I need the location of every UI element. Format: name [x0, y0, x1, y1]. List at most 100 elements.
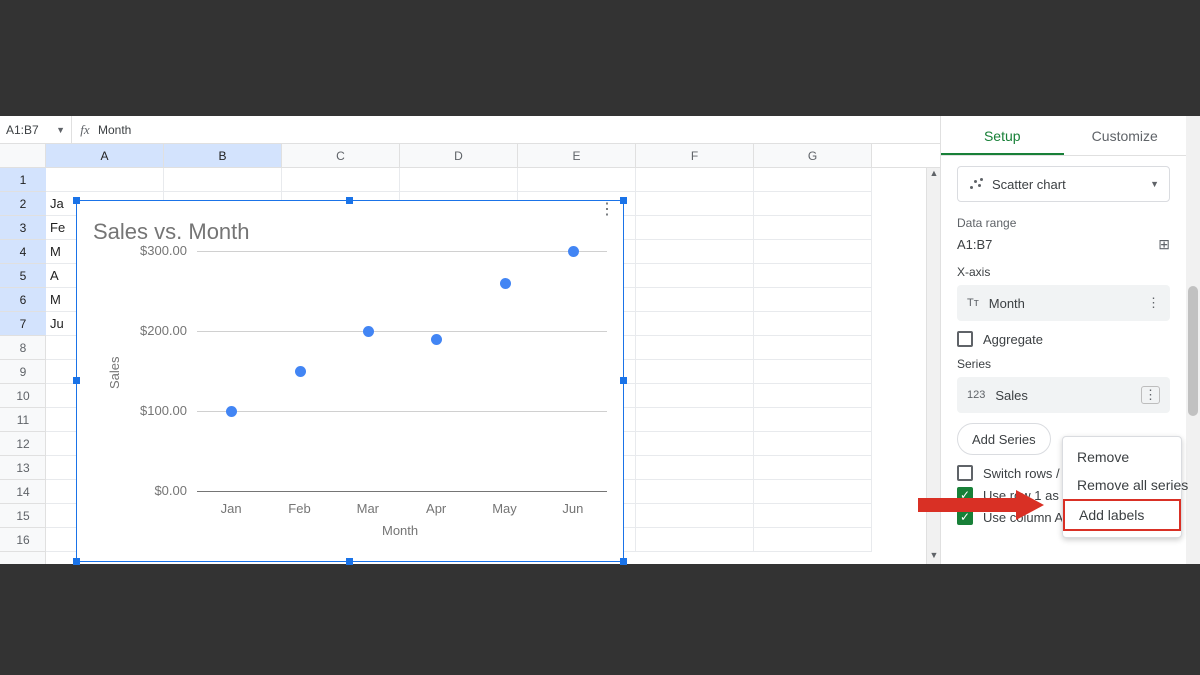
chart-type-dropdown[interactable]: Scatter chart ▼ [957, 166, 1170, 202]
select-all-corner[interactable] [0, 144, 46, 168]
chart-object[interactable]: ⋮ Sales vs. Month $300.00$200.00$100.00$… [76, 200, 624, 562]
data-range-field[interactable]: A1:B7 ⊞ [957, 236, 1170, 253]
row-header[interactable]: 6 [0, 288, 46, 312]
row-header[interactable]: 5 [0, 264, 46, 288]
cell[interactable] [636, 504, 754, 528]
context-menu-item[interactable]: Remove [1063, 443, 1181, 471]
cell[interactable] [282, 168, 400, 192]
cell[interactable] [754, 408, 872, 432]
cell[interactable] [754, 360, 872, 384]
chart-title[interactable]: Sales vs. Month [93, 219, 250, 245]
column-header[interactable]: A [46, 144, 164, 168]
row-header[interactable]: 3 [0, 216, 46, 240]
cell[interactable] [636, 456, 754, 480]
resize-handle[interactable] [620, 558, 627, 565]
name-box-dropdown-icon[interactable]: ▼ [56, 125, 65, 135]
resize-handle[interactable] [620, 197, 627, 204]
cell[interactable] [636, 408, 754, 432]
resize-handle[interactable] [73, 377, 80, 384]
column-header[interactable]: D [400, 144, 518, 168]
resize-handle[interactable] [620, 377, 627, 384]
cell[interactable] [636, 240, 754, 264]
resize-handle[interactable] [73, 197, 80, 204]
cell[interactable] [636, 288, 754, 312]
cell[interactable] [754, 528, 872, 552]
scrollbar-thumb[interactable] [1188, 286, 1198, 416]
name-box[interactable]: A1:B7 ▼ [0, 116, 72, 143]
cell[interactable] [400, 168, 518, 192]
cell[interactable] [754, 312, 872, 336]
row-header[interactable]: 9 [0, 360, 46, 384]
scroll-down-icon[interactable]: ▼ [927, 550, 941, 564]
row-header[interactable]: 16 [0, 528, 46, 552]
row-header[interactable]: 15 [0, 504, 46, 528]
cell[interactable] [518, 168, 636, 192]
cell[interactable] [636, 192, 754, 216]
row-header[interactable]: 1 [0, 168, 46, 192]
tab-setup[interactable]: Setup [941, 116, 1064, 155]
series-field[interactable]: 123 Sales ⋮ [957, 377, 1170, 413]
cell[interactable] [754, 456, 872, 480]
context-menu-item[interactable]: Add labels [1063, 499, 1181, 531]
cell[interactable] [754, 240, 872, 264]
cell[interactable] [754, 384, 872, 408]
cell[interactable] [164, 168, 282, 192]
x-axis-field[interactable]: Tᴛ Month ⋮ [957, 285, 1170, 321]
cell[interactable] [636, 480, 754, 504]
context-menu-item[interactable]: Remove all series [1063, 471, 1181, 499]
cell[interactable] [754, 168, 872, 192]
data-point[interactable] [431, 334, 442, 345]
cell[interactable] [754, 192, 872, 216]
row-header[interactable]: 10 [0, 384, 46, 408]
resize-handle[interactable] [346, 197, 353, 204]
cell[interactable] [754, 480, 872, 504]
row-header[interactable]: 13 [0, 456, 46, 480]
cell[interactable] [636, 216, 754, 240]
column-header[interactable]: E [518, 144, 636, 168]
row-header[interactable]: 7 [0, 312, 46, 336]
tab-customize[interactable]: Customize [1064, 116, 1187, 155]
scroll-up-icon[interactable]: ▲ [927, 168, 941, 182]
cell[interactable] [636, 528, 754, 552]
data-point[interactable] [568, 246, 579, 257]
cell[interactable] [754, 504, 872, 528]
cell[interactable] [754, 288, 872, 312]
column-header[interactable]: B [164, 144, 282, 168]
cell[interactable] [636, 360, 754, 384]
data-point[interactable] [226, 406, 237, 417]
grid-select-icon[interactable]: ⊞ [1158, 236, 1170, 253]
data-point[interactable] [363, 326, 374, 337]
cell[interactable] [636, 264, 754, 288]
cell[interactable] [754, 264, 872, 288]
cell[interactable] [754, 432, 872, 456]
row-header[interactable]: 4 [0, 240, 46, 264]
row-header[interactable]: 2 [0, 192, 46, 216]
cell[interactable] [636, 336, 754, 360]
checkbox-unchecked-icon[interactable] [957, 465, 973, 481]
formula-input[interactable]: Month [98, 123, 131, 137]
resize-handle[interactable] [73, 558, 80, 565]
data-point[interactable] [500, 278, 511, 289]
more-icon[interactable]: ⋮ [1147, 295, 1160, 311]
cell[interactable] [636, 432, 754, 456]
cell[interactable] [754, 336, 872, 360]
aggregate-checkbox-row[interactable]: Aggregate [957, 331, 1170, 347]
column-header[interactable]: F [636, 144, 754, 168]
row-header[interactable]: 12 [0, 432, 46, 456]
checkbox-unchecked-icon[interactable] [957, 331, 973, 347]
column-header[interactable]: G [754, 144, 872, 168]
chart-menu-icon[interactable]: ⋮ [599, 207, 615, 213]
cell[interactable] [636, 384, 754, 408]
row-header[interactable]: 14 [0, 480, 46, 504]
cell[interactable] [636, 312, 754, 336]
cell[interactable] [754, 216, 872, 240]
cell[interactable] [46, 168, 164, 192]
add-series-button[interactable]: Add Series [957, 423, 1051, 455]
row-header[interactable]: 11 [0, 408, 46, 432]
cell[interactable] [636, 168, 754, 192]
data-point[interactable] [295, 366, 306, 377]
column-header[interactable]: C [282, 144, 400, 168]
row-header[interactable]: 8 [0, 336, 46, 360]
resize-handle[interactable] [346, 558, 353, 565]
panel-scrollbar[interactable] [1186, 116, 1200, 564]
